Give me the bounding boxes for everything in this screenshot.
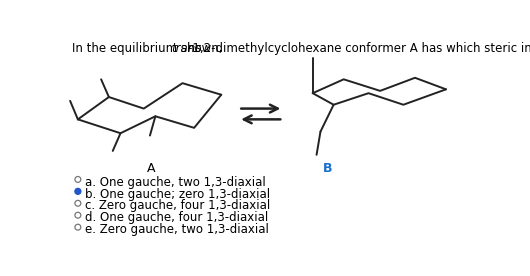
Circle shape: [75, 189, 81, 194]
Text: B: B: [323, 163, 332, 176]
Text: A: A: [147, 163, 156, 176]
Text: b. One gauche; zero 1,3-diaxial: b. One gauche; zero 1,3-diaxial: [85, 187, 270, 200]
Text: trans: trans: [172, 42, 202, 55]
Text: a. One gauche, two 1,3-diaxial: a. One gauche, two 1,3-diaxial: [85, 176, 266, 189]
Text: c. Zero gauche, four 1,3-diaxial: c. Zero gauche, four 1,3-diaxial: [85, 200, 270, 213]
Text: -1,2-dimethylcyclohexane conformer A has which steric interactions?: -1,2-dimethylcyclohexane conformer A has…: [188, 42, 530, 55]
Text: e. Zero gauche, two 1,3-diaxial: e. Zero gauche, two 1,3-diaxial: [85, 223, 269, 236]
Text: In the equilibrium shown,: In the equilibrium shown,: [73, 42, 227, 55]
Text: d. One gauche, four 1,3-diaxial: d. One gauche, four 1,3-diaxial: [85, 211, 268, 224]
